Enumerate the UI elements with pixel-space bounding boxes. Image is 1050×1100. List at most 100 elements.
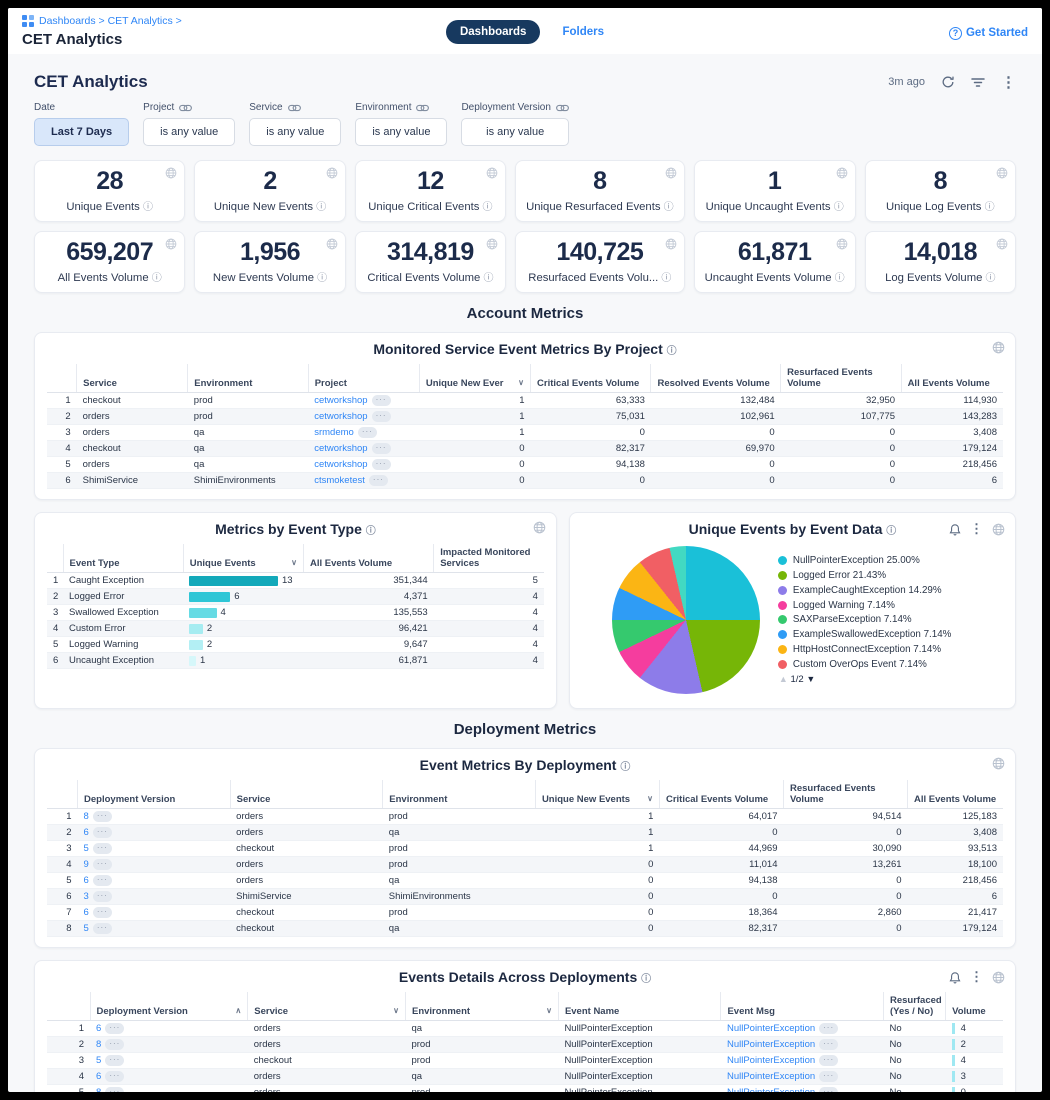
column-header[interactable]: Event Name xyxy=(557,992,721,1022)
column-header[interactable]: Service xyxy=(76,364,188,393)
ellipsis-badge-icon[interactable]: ··· xyxy=(92,859,112,871)
info-icon[interactable]: ⓘ xyxy=(833,201,844,213)
info-icon[interactable]: ⓘ xyxy=(142,201,153,213)
environment-filter-dropdown[interactable]: is any value xyxy=(355,118,448,146)
column-header[interactable]: Resurfaced (Yes / No) xyxy=(882,992,946,1022)
globe-icon[interactable] xyxy=(992,971,1005,984)
cell-link[interactable]: cetworkshop xyxy=(314,411,368,423)
ellipsis-badge-icon[interactable]: ··· xyxy=(819,1071,839,1083)
sort-desc-icon[interactable]: ∨ xyxy=(291,558,297,568)
ellipsis-badge-icon[interactable]: ··· xyxy=(819,1087,839,1092)
kpi-card[interactable]: 2 Unique New Events ⓘ xyxy=(194,160,346,222)
legend-item[interactable]: SAXParseException 7.14% xyxy=(777,614,951,626)
ellipsis-badge-icon[interactable]: ··· xyxy=(92,843,112,855)
kpi-card[interactable]: 8 Unique Log Events ⓘ xyxy=(864,160,1016,222)
globe-icon[interactable] xyxy=(992,341,1005,354)
column-header[interactable]: Service ∨ xyxy=(247,992,406,1022)
column-header[interactable]: Event Msg xyxy=(720,992,884,1022)
info-icon[interactable]: ⓘ xyxy=(661,272,672,284)
cell-link[interactable]: 8 xyxy=(83,811,89,823)
cell-link[interactable]: 5 xyxy=(96,1055,102,1067)
column-header[interactable]: All Events Volume xyxy=(907,780,1003,810)
globe-icon[interactable] xyxy=(992,523,1005,536)
column-header[interactable]: Resurfaced Events Volume xyxy=(780,364,902,393)
column-header[interactable]: Environment xyxy=(382,780,536,810)
cell-link[interactable]: 9 xyxy=(83,859,89,871)
cell-link[interactable]: NullPointerException xyxy=(726,1039,816,1051)
legend-item[interactable]: Logged Warning 7.14% xyxy=(777,600,951,612)
legend-item[interactable]: NullPointerException 25.00% xyxy=(777,555,951,567)
kebab-menu-icon[interactable]: ⋮ xyxy=(970,521,983,537)
legend-item[interactable]: Custom OverOps Event 7.14% xyxy=(777,659,951,671)
get-started-link[interactable]: ? Get Started xyxy=(948,26,1028,40)
cell-link[interactable]: cetworkshop xyxy=(314,443,368,455)
cell-link[interactable]: 6 xyxy=(83,827,89,839)
column-header[interactable]: Service xyxy=(229,780,383,810)
ellipsis-badge-icon[interactable]: ··· xyxy=(92,907,112,919)
info-icon[interactable]: ⓘ xyxy=(316,201,327,213)
ellipsis-badge-icon[interactable]: ··· xyxy=(105,1055,125,1067)
kpi-card[interactable]: 1 Unique Uncaught Events ⓘ xyxy=(693,160,856,222)
info-icon[interactable]: ⓘ xyxy=(641,974,652,986)
column-header[interactable]: Event Type xyxy=(62,544,184,574)
cell-link[interactable]: NullPointerException xyxy=(726,1071,816,1083)
ellipsis-badge-icon[interactable]: ··· xyxy=(92,875,112,887)
kebab-menu-icon[interactable]: ⋮ xyxy=(1001,74,1016,91)
ellipsis-badge-icon[interactable]: ··· xyxy=(819,1055,839,1067)
cell-link[interactable]: 6 xyxy=(96,1071,102,1083)
ellipsis-badge-icon[interactable]: ··· xyxy=(92,811,112,823)
sort-desc-icon[interactable]: ∨ xyxy=(518,378,525,387)
cell-link[interactable]: 6 xyxy=(83,875,89,887)
ellipsis-badge-icon[interactable]: ··· xyxy=(368,475,388,487)
kpi-card[interactable]: 61,871 Uncaught Events Volume ⓘ xyxy=(693,231,856,293)
deployment-version-filter-dropdown[interactable]: is any value xyxy=(461,118,569,146)
breadcrumb[interactable]: Dashboards > CET Analytics > xyxy=(39,15,182,27)
info-icon[interactable]: ⓘ xyxy=(886,526,897,538)
cell-link[interactable]: ctsmoketest xyxy=(314,475,365,487)
kebab-menu-icon[interactable]: ⋮ xyxy=(970,969,983,985)
cell-link[interactable]: 8 xyxy=(96,1087,101,1092)
column-header[interactable]: Critical Events Volume xyxy=(658,780,784,810)
service-filter-dropdown[interactable]: is any value xyxy=(249,118,342,146)
kpi-card[interactable]: 140,725 Resurfaced Events Volu... ⓘ xyxy=(515,231,685,293)
ellipsis-badge-icon[interactable]: ··· xyxy=(371,459,391,471)
ellipsis-badge-icon[interactable]: ··· xyxy=(105,1071,125,1083)
sort-desc-icon[interactable]: ∨ xyxy=(393,1006,399,1016)
cell-link[interactable]: NullPointerException xyxy=(726,1023,816,1035)
info-icon[interactable]: ⓘ xyxy=(984,201,995,213)
cell-link[interactable]: 5 xyxy=(83,923,89,935)
column-header[interactable]: Resolved Events Volume xyxy=(650,364,781,393)
column-header[interactable]: Project xyxy=(307,364,420,393)
column-header[interactable]: Impacted Monitored Services xyxy=(433,544,544,574)
column-header[interactable]: Resurfaced Events Volume xyxy=(782,780,908,810)
ellipsis-badge-icon[interactable]: ··· xyxy=(819,1023,839,1035)
column-header[interactable]: Environment xyxy=(187,364,309,393)
cell-link[interactable]: cetworkshop xyxy=(314,395,368,407)
cell-link[interactable]: 5 xyxy=(83,843,89,855)
globe-icon[interactable] xyxy=(533,521,546,534)
legend-item[interactable]: ExampleSwallowedException 7.14% xyxy=(777,629,951,641)
cell-link[interactable]: 8 xyxy=(96,1039,102,1051)
ellipsis-badge-icon[interactable]: ··· xyxy=(92,923,112,935)
cell-link[interactable]: srmdemo xyxy=(314,427,354,439)
cell-link[interactable]: NullPointerException xyxy=(727,1087,815,1092)
kpi-card[interactable]: 14,018 Log Events Volume ⓘ xyxy=(864,231,1016,293)
cell-link[interactable]: 3 xyxy=(83,891,89,903)
info-icon[interactable]: ⓘ xyxy=(663,201,674,213)
ellipsis-badge-icon[interactable]: ··· xyxy=(819,1039,839,1051)
ellipsis-badge-icon[interactable]: ··· xyxy=(371,443,391,455)
ellipsis-badge-icon[interactable]: ··· xyxy=(105,1087,125,1092)
legend-item[interactable]: ExampleCaughtException 14.29% xyxy=(777,585,951,597)
legend-pager[interactable]: ▲ 1/2 ▼ xyxy=(778,673,816,685)
tab-folders[interactable]: Folders xyxy=(562,26,604,38)
column-header[interactable]: All Events Volume xyxy=(302,544,434,574)
info-icon[interactable]: ⓘ xyxy=(620,762,631,774)
column-header[interactable]: Unique Events ∨ xyxy=(182,544,304,574)
column-header[interactable]: Unique New Ever ∨ xyxy=(418,364,531,393)
ellipsis-badge-icon[interactable]: ··· xyxy=(105,1039,125,1051)
kpi-card[interactable]: 1,956 New Events Volume ⓘ xyxy=(194,231,346,293)
refresh-icon[interactable] xyxy=(941,75,955,89)
column-header[interactable]: All Events Volume xyxy=(900,364,1003,393)
globe-icon[interactable] xyxy=(992,757,1005,770)
info-icon[interactable]: ⓘ xyxy=(365,526,376,538)
